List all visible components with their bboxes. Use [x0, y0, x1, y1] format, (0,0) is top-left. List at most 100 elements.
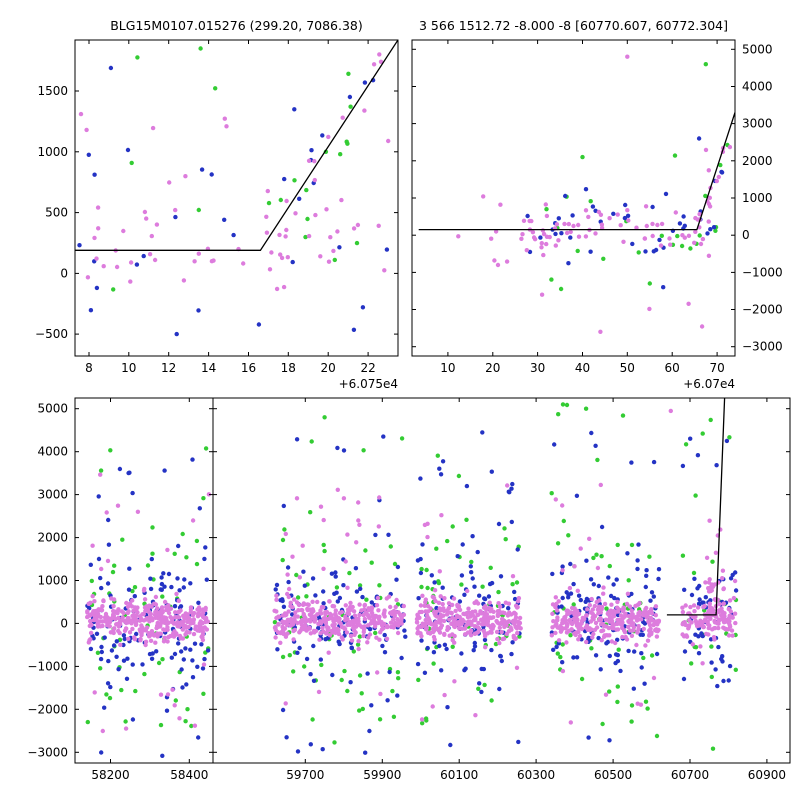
data-point [642, 621, 648, 626]
data-point [330, 623, 335, 628]
data-point [369, 610, 375, 616]
data-point [667, 236, 672, 241]
data-point [132, 615, 137, 620]
data-point [576, 637, 581, 642]
data-point [334, 585, 340, 590]
data-point [544, 213, 550, 219]
data-point [619, 621, 624, 626]
data-point [282, 176, 287, 182]
data-point [731, 595, 737, 601]
data-point [364, 597, 369, 602]
data-point [321, 566, 326, 571]
data-point [480, 430, 485, 435]
data-point [196, 600, 201, 605]
data-point [183, 719, 188, 724]
data-point [643, 584, 648, 590]
data-point [576, 222, 581, 228]
data-point [104, 510, 109, 515]
data-point [331, 616, 336, 622]
data-point [509, 627, 514, 632]
scatter-points [85, 446, 212, 758]
data-point [568, 720, 573, 725]
data-point [396, 620, 402, 625]
data-point [659, 221, 665, 227]
data-point [322, 415, 327, 420]
data-point [362, 108, 367, 113]
data-point [485, 631, 490, 636]
data-point [329, 571, 335, 576]
data-point [120, 537, 125, 542]
data-point [291, 669, 296, 674]
data-point [516, 596, 522, 601]
data-point [278, 640, 283, 645]
data-point [98, 656, 104, 662]
data-point [700, 236, 706, 242]
data-point [308, 631, 313, 636]
data-point [98, 624, 103, 629]
data-point [139, 623, 144, 628]
data-point [707, 601, 712, 606]
x-tick-label: 59700 [286, 768, 324, 782]
data-point [336, 616, 341, 621]
data-point [349, 645, 354, 650]
data-point [134, 262, 140, 267]
data-point [495, 612, 501, 617]
data-point [457, 599, 463, 604]
y-tick-label: −500 [35, 327, 68, 341]
data-point [86, 152, 92, 157]
data-point [162, 468, 167, 473]
data-point [347, 608, 353, 613]
data-point [497, 604, 503, 609]
data-point [173, 214, 178, 220]
data-point [463, 666, 468, 671]
data-point [649, 653, 655, 658]
data-point [446, 601, 452, 606]
data-point [336, 628, 341, 633]
data-point [699, 619, 705, 625]
data-point [98, 666, 103, 671]
data-point [335, 487, 340, 492]
data-point [512, 589, 517, 595]
data-point [160, 616, 166, 621]
data-point [94, 256, 99, 261]
data-point [197, 623, 202, 628]
data-point [281, 627, 286, 632]
data-point [124, 676, 130, 681]
data-point [630, 614, 635, 619]
data-point [720, 568, 726, 573]
data-point [148, 576, 153, 581]
x-tick-label: 40 [575, 361, 590, 375]
data-point [304, 656, 310, 662]
data-point [88, 562, 94, 567]
data-point [566, 592, 571, 597]
data-point [733, 620, 738, 626]
data-point [688, 436, 693, 441]
data-point [378, 630, 383, 635]
data-point [689, 661, 694, 666]
data-point [369, 600, 374, 605]
data-point [588, 249, 593, 254]
data-point [321, 589, 326, 594]
data-point [345, 141, 350, 146]
data-point [716, 174, 721, 180]
data-point [456, 234, 461, 239]
data-point [514, 665, 520, 670]
axes-frame [74, 397, 214, 764]
data-point [341, 583, 346, 588]
data-point [554, 644, 559, 650]
data-point [289, 619, 295, 625]
data-point [153, 640, 158, 645]
panel-title: BLG15M0107.015276 (299.20, 7086.38) [110, 18, 363, 33]
data-point [127, 601, 133, 606]
data-point [720, 659, 725, 664]
x-tick-label: 58200 [91, 768, 129, 782]
data-point [133, 619, 138, 624]
x-tick-label: 60300 [517, 768, 555, 782]
data-point [712, 626, 717, 631]
data-point [505, 483, 510, 488]
y-tick-label: 0 [60, 266, 68, 280]
data-point [150, 551, 155, 556]
data-point [489, 647, 494, 653]
data-point [525, 213, 530, 219]
data-point [276, 622, 281, 627]
